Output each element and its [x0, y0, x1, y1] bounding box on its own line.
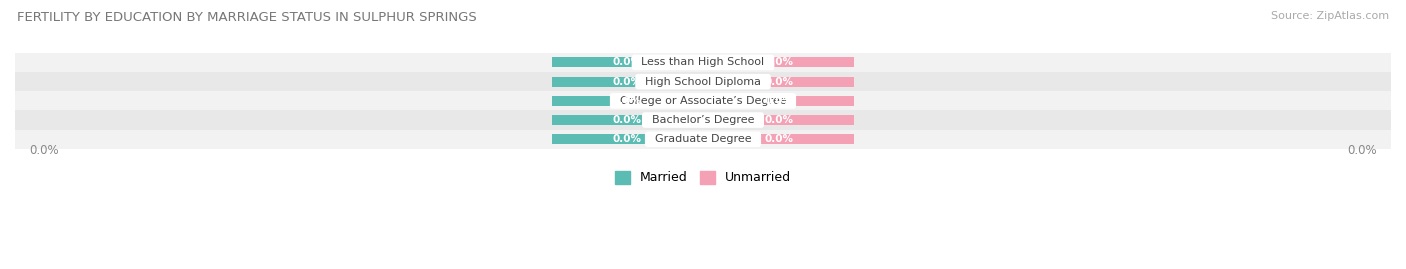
- Bar: [551, 134, 703, 144]
- Bar: [551, 115, 703, 125]
- Bar: [15, 111, 1391, 130]
- Text: Bachelor’s Degree: Bachelor’s Degree: [645, 115, 761, 125]
- Text: High School Diploma: High School Diploma: [638, 77, 768, 87]
- Bar: [703, 58, 855, 68]
- Bar: [551, 96, 703, 106]
- Text: Less than High School: Less than High School: [634, 58, 772, 68]
- Bar: [15, 130, 1391, 149]
- Text: College or Associate’s Degree: College or Associate’s Degree: [613, 96, 793, 106]
- Text: 0.0%: 0.0%: [765, 77, 793, 87]
- Text: 0.0%: 0.0%: [613, 96, 641, 106]
- Text: 0.0%: 0.0%: [613, 77, 641, 87]
- Bar: [703, 134, 855, 144]
- Bar: [703, 115, 855, 125]
- Legend: Married, Unmarried: Married, Unmarried: [612, 167, 794, 188]
- Bar: [15, 53, 1391, 72]
- Bar: [703, 77, 855, 87]
- Text: 0.0%: 0.0%: [765, 96, 793, 106]
- Text: 0.0%: 0.0%: [28, 144, 59, 157]
- Text: 0.0%: 0.0%: [613, 115, 641, 125]
- Text: FERTILITY BY EDUCATION BY MARRIAGE STATUS IN SULPHUR SPRINGS: FERTILITY BY EDUCATION BY MARRIAGE STATU…: [17, 11, 477, 24]
- Text: Source: ZipAtlas.com: Source: ZipAtlas.com: [1271, 11, 1389, 21]
- Text: 0.0%: 0.0%: [765, 115, 793, 125]
- Bar: [15, 72, 1391, 91]
- Bar: [15, 91, 1391, 111]
- Text: 0.0%: 0.0%: [1347, 144, 1378, 157]
- Text: 0.0%: 0.0%: [613, 134, 641, 144]
- Bar: [703, 96, 855, 106]
- Text: Graduate Degree: Graduate Degree: [648, 134, 758, 144]
- Text: 0.0%: 0.0%: [613, 58, 641, 68]
- Text: 0.0%: 0.0%: [765, 134, 793, 144]
- Text: 0.0%: 0.0%: [765, 58, 793, 68]
- Bar: [551, 77, 703, 87]
- Bar: [551, 58, 703, 68]
